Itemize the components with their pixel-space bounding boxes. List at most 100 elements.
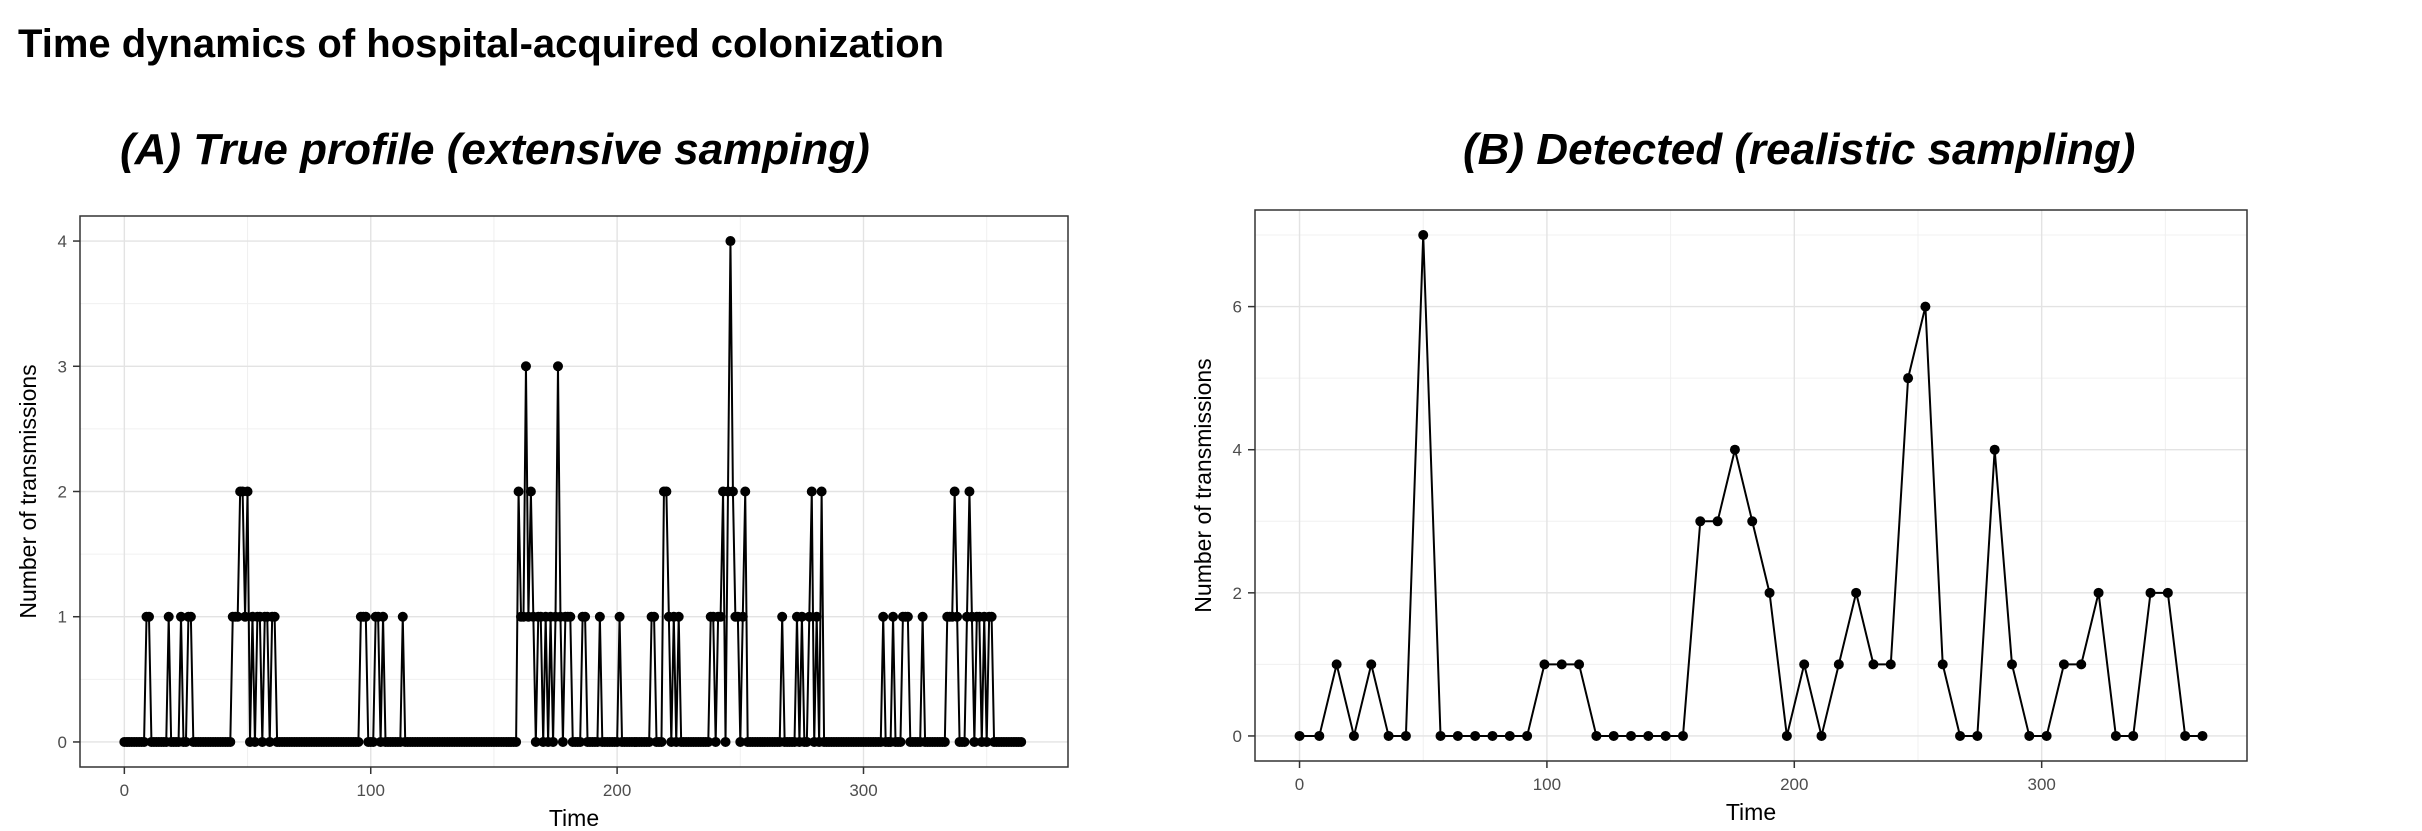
panel-a-data-point [964, 486, 975, 497]
panel-a-data-point [552, 361, 563, 372]
panel-a-data-point [1016, 736, 1027, 747]
panel-a-data-point [703, 736, 714, 747]
panel-a-x-tick-label: 0 [120, 781, 129, 800]
panel-b-x-axis-title: Time [1726, 799, 1776, 825]
panel-a-data-point [513, 486, 524, 497]
panel-a-y-tick-label: 0 [58, 733, 67, 752]
panel-b-data-point [2076, 659, 2087, 670]
panel-a-data-point [649, 611, 660, 622]
panel-a-x-tick-label: 100 [357, 781, 385, 800]
panel-a-data-point [981, 736, 992, 747]
panel-b-data-point [1989, 444, 2000, 455]
panel-b-data-point [1643, 730, 1654, 741]
panel-b-data-point [1729, 444, 1740, 455]
panel-b-data-point [1937, 659, 1948, 670]
panel-a-data-point [378, 611, 389, 622]
panel-b-data-point [1920, 301, 1931, 312]
panel-b-data-point [2093, 587, 2104, 598]
panel-b-data-point [2024, 730, 2035, 741]
panel-a-data-point [580, 611, 591, 622]
panel-b-data-point [1522, 730, 1533, 741]
panel-a-x-tick-label: 200 [603, 781, 631, 800]
figure-title: Time dynamics of hospital-acquired colon… [18, 22, 945, 66]
panel-a-data-point [986, 611, 997, 622]
panel-a-data-point [969, 736, 980, 747]
panel-a-data-point [811, 611, 822, 622]
panel-a-data-point [139, 736, 150, 747]
panel-b-data-point [2162, 587, 2173, 598]
panel-b-data-point [1452, 730, 1463, 741]
panel-b-plot-area [1255, 210, 2247, 761]
panel-a-data-point [548, 736, 559, 747]
panel-b-y-axis-title: Number of transmissions [1190, 358, 1216, 612]
panel-b-data-point [1972, 730, 1983, 741]
panel-b-data-point [1712, 516, 1723, 527]
panel-b-data-point [2041, 730, 2052, 741]
panel-a-title: (A) True profile (extensive samping) [120, 125, 870, 174]
panel-a-data-point [249, 736, 260, 747]
panel-b-x-tick-label: 100 [1533, 775, 1561, 794]
panel-b-data-point [1487, 730, 1498, 741]
panel-a-y-tick-label: 3 [58, 357, 67, 376]
panel-b-data-point [1366, 659, 1377, 670]
panel-b-data-point [1418, 230, 1429, 241]
panel-b-y-tick-label: 0 [1233, 727, 1242, 746]
panel-a-y-tick-label: 4 [58, 232, 67, 251]
panel-a-data-point [530, 736, 541, 747]
panel-a-data-point [949, 486, 960, 497]
panel-b-title: (B) Detected (realistic sampling) [1463, 125, 2136, 174]
panel-a-data-point [557, 736, 568, 747]
panel-b-data-point [1833, 659, 1844, 670]
panel-a-data-point [614, 611, 625, 622]
panel-a-y-axis-title: Number of transmissions [15, 364, 41, 618]
panel-b-data-point [2180, 730, 2191, 741]
panel-b-data-point [1851, 587, 1862, 598]
panel-b-data-point [1799, 659, 1810, 670]
panel-b-data-point [1868, 659, 1879, 670]
panel-b-data-point [1400, 730, 1411, 741]
panel-b-data-point [1331, 659, 1342, 670]
panel-b-y-tick-label: 4 [1233, 441, 1242, 460]
panel-a-data-point [232, 611, 243, 622]
panel-b-data-point [1955, 730, 1966, 741]
panel-a-data-point [959, 736, 970, 747]
panel-b-data-point [1574, 659, 1585, 670]
panel-a-data-point [264, 736, 275, 747]
panel-a-data-point [816, 486, 827, 497]
panel-a-data-point [796, 611, 807, 622]
panel-a-data-point [360, 611, 371, 622]
panel-a-data-point [269, 611, 280, 622]
panel-b-data-point [1314, 730, 1325, 741]
panel-b-data-point [1470, 730, 1481, 741]
panel-a-data-point [720, 736, 731, 747]
panel-b-data-point [2197, 730, 2208, 741]
panel-a-data-point [565, 611, 576, 622]
panel-a-data-point [240, 611, 251, 622]
panel-b-data-point [1764, 587, 1775, 598]
panel-a-data-point [353, 736, 364, 747]
panel-a-data-point [735, 736, 746, 747]
panel-b-chart: 0 100 200 300 0 2 4 6 Time Number of transmission… [1190, 209, 2248, 825]
panel-b-data-point [1591, 730, 1602, 741]
panel-a-data-point [180, 736, 191, 747]
panel-a-data-point [242, 486, 253, 497]
panel-b-data-point [1294, 730, 1305, 741]
panel-a-data-point [594, 611, 605, 622]
panel-b-data-point [1816, 730, 1827, 741]
panel-b-data-point [1747, 516, 1758, 527]
panel-b-data-point [1348, 730, 1359, 741]
panel-a-data-point [710, 736, 721, 747]
panel-b-y-tick-label: 6 [1233, 298, 1242, 317]
panel-a-data-point [804, 611, 815, 622]
panel-a-data-point [163, 611, 174, 622]
panel-b-panel-border [1254, 209, 2248, 762]
panel-a-data-point [225, 736, 236, 747]
panel-b-data-point [2058, 659, 2069, 670]
panel-a-data-point [644, 736, 655, 747]
panel-b-data-point [1539, 659, 1550, 670]
panel-a-data-point [952, 611, 963, 622]
panel-a-data-point [673, 611, 684, 622]
panel-a-data-point [727, 486, 738, 497]
panel-b-y-tick-label: 2 [1233, 584, 1242, 603]
panel-b-data-point [1504, 730, 1515, 741]
